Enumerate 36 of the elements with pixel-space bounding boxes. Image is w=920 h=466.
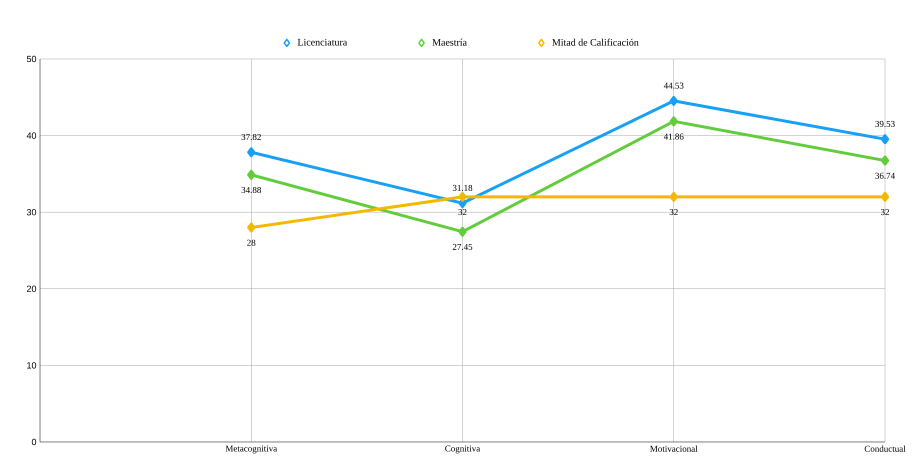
data-label: 32 [880,209,889,216]
y-tick-label: 20 [26,286,36,292]
data-label: 31.18 [452,184,472,191]
data-label: 37.82 [242,134,261,140]
y-tick-label: 50 [26,56,36,62]
legend-label: Maestría [432,38,467,46]
point [670,192,678,202]
x-tick-label: Motivacional [650,446,698,452]
point [670,96,678,106]
data-label: 44.53 [664,82,684,89]
y-tick-label: 10 [27,362,36,369]
data-label: 32 [458,209,466,216]
point [458,226,467,237]
x-tick-label: Cognitiva [445,446,480,454]
x-tick-label: Conductual [864,446,906,452]
point [247,147,256,158]
y-tick-label: 40 [26,132,36,139]
legend-label: Mitad de Calificación [552,38,639,46]
point [458,192,467,202]
point [880,134,890,144]
point [247,222,256,232]
point [880,192,890,202]
data-label: 34.88 [242,186,262,194]
legend-label: Licenciatura [298,38,348,46]
data-label: 41.86 [664,134,684,140]
y-tick-label: 30 [26,209,36,216]
data-label: 32 [670,209,678,216]
data-label: 36.74 [875,172,895,179]
data-label: 27.45 [452,244,472,250]
point [880,156,890,166]
y-tick-label: 0 [32,438,36,446]
x-tick-label: Metacognitiva [226,446,278,454]
point [247,170,256,180]
data-label: 39.53 [875,120,895,127]
point [670,116,678,126]
data-label: 28 [247,240,256,246]
